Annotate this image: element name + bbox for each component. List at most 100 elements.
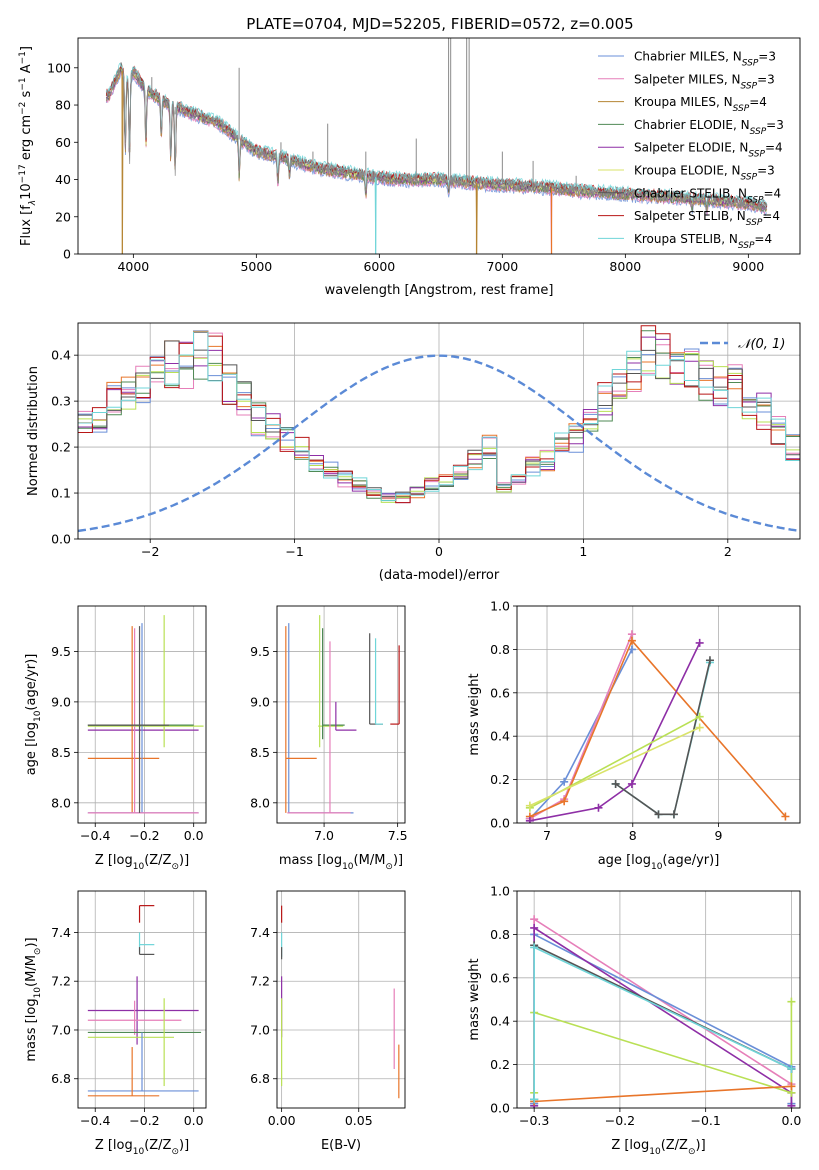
x-tick-label: −0.3 [519,1113,549,1128]
x-axis-label-part: )] [179,1138,189,1153]
weight-marker [787,1082,796,1091]
x-axis-label: (data-model)/error [379,568,500,583]
y-tick-label: 9.5 [250,644,270,659]
y-tick-label: 7.2 [250,974,270,989]
y-axis-label-part: )] [24,937,39,947]
weight-series-line [533,933,793,1104]
x-axis-label-part: (M/M [354,853,386,868]
y-axis-label-part: 10 [33,987,43,999]
y-tick-label: 6.8 [250,1071,270,1086]
weight-marker [705,656,714,665]
y-tick-label: 40 [55,172,71,187]
x-axis-label-part: (Z/Z [144,853,171,868]
legend-label-part: =3 [757,164,775,178]
data-point-with-errors [318,615,344,748]
data-point-with-errors [335,701,357,731]
weight-marker [530,943,539,952]
legend-label-part: =4 [765,141,783,155]
y-tick-label: 20 [55,209,71,224]
figure-title: PLATE=0704, MJD=52205, FIBERID=0572, z=0… [246,15,633,33]
y-axis-label-part: Flux [f [19,205,34,246]
data-point-with-errors [285,626,317,813]
y-tick-label: 0.4 [490,729,510,744]
y-tick-label: 1.0 [490,599,510,614]
y-tick-label: 0.0 [51,532,71,547]
weight-marker [594,803,603,812]
legend-label-part: =4 [749,95,767,109]
age-vs-metallicity-panel: −0.4 −0.2 0.08.08.59.09.5Z [log10(Z/Z⊙)]ag… [24,605,207,872]
weight-marker [695,723,704,732]
y-tick-label: 9.0 [250,694,270,709]
x-axis-label-part: (data-model)/error [379,568,500,583]
legend-label-part: SSP [746,218,763,228]
y-tick-label: 0.0 [490,1101,510,1116]
x-tick-label: −0.2 [129,828,159,843]
y-tick-label: 0.0 [490,816,510,831]
x-tick-label: 0.00 [268,1113,296,1128]
data-point-with-errors [390,645,400,725]
y-axis-label: mass weight [467,958,482,1040]
x-tick-label: 7 [543,828,551,843]
y-tick-label: 0.2 [51,440,71,455]
y-tick-label: 0.8 [490,927,510,942]
legend-label: Salpeter ELODIE, NSSP=4 [634,141,783,160]
y-tick-label: 0 [63,247,71,262]
y-axis-label-part: s [19,90,34,101]
legend-label-part: SSP [747,195,764,205]
plot-area [87,615,204,814]
legend-label-part: Kroupa MILES, N [634,95,733,109]
x-tick-label: −0.1 [690,1113,720,1128]
y-tick-label: 1.0 [490,884,510,899]
weight-marker [787,1101,796,1108]
y-axis-label-part: 10 [19,183,34,200]
x-tick-label: 0.05 [345,1113,373,1128]
axes-frame [276,890,406,1109]
plot-area [285,615,400,814]
data-point-with-errors [138,932,155,952]
y-axis-label-part: ] [19,46,34,51]
x-tick-label: 9 [715,828,723,843]
model-spectrum-kroupa-stelib [105,62,768,254]
axes-frame [516,890,801,1109]
y-axis-label-part: Normed distribution [26,366,41,496]
x-axis-label-part: Z [log [611,1138,649,1153]
y-axis-label-part: A [19,64,34,77]
y-axis-label-part: 10 [33,710,43,722]
normal-distribution-curve [78,354,800,533]
x-axis-label-part: Z [log [95,1138,133,1153]
x-axis-label-part: 10 [342,862,354,872]
y-tick-label: 80 [55,98,71,113]
x-axis-label-part: mass [log [279,853,342,868]
x-axis-label-part: 10 [133,862,145,872]
x-axis-label: Z [log10(Z/Z⊙)] [611,1138,705,1157]
legend-label: 𝒩(0, 1) [738,337,785,352]
x-axis-label-part: ⊙ [171,862,179,872]
y-axis-label-part: −17 [18,164,28,183]
x-axis-label-part: Z [log [95,853,133,868]
legend-label: Kroupa MILES, NSSP=4 [634,95,767,114]
x-tick-label: 6000 [363,259,395,274]
data-point-with-errors [87,628,199,814]
weight-marker [695,638,704,647]
y-tick-label: 0.2 [490,772,510,787]
data-point-with-errors [369,633,383,725]
x-axis-label: E(B-V) [321,1138,361,1153]
legend-label: Kroupa ELODIE, NSSP=3 [634,164,775,183]
y-axis-label-part: −1 [18,77,28,90]
data-point-with-errors [87,976,199,1045]
y-tick-label: 0.4 [490,1014,510,1029]
y-tick-label: 0.8 [490,642,510,657]
data-point-with-errors [87,998,174,1087]
y-tick-label: 0.2 [490,1057,510,1072]
y-tick-label: 6.8 [51,1071,71,1086]
y-axis-label-part: mass weight [467,673,482,755]
x-tick-label: 1 [579,544,587,559]
legend-label: Salpeter STELIB, NSSP=4 [634,209,780,228]
weight-marker [787,997,796,1006]
x-axis-label-part: wavelength [Angstrom, rest frame] [325,283,554,298]
weight-marker [627,779,636,788]
y-axis-label-part: erg cm [19,115,34,164]
x-tick-label: 8000 [609,259,641,274]
y-axis-label-part: −1 [18,51,28,64]
